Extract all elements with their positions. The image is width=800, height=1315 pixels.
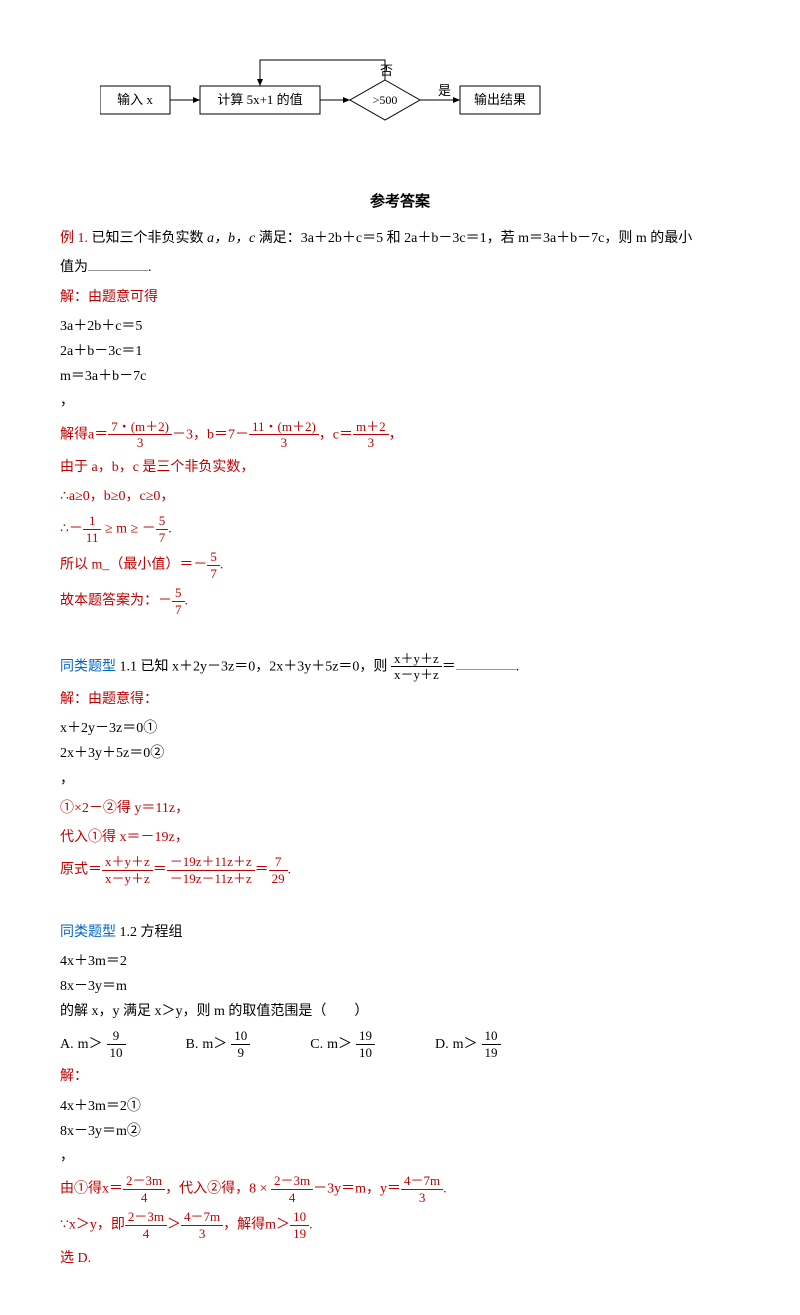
ex1-stem: 例 1. 已知三个非负实数 a，b，c 满足：3a＋2b＋c＝5 和 2a＋b－…	[60, 226, 740, 251]
ex1-sol2: 解得a＝7・(m＋2)3－3，b＝7－11・(m＋2)3，c＝m＋23，	[60, 419, 740, 451]
p11-sol2: ①×2－②得 y＝11z，	[60, 796, 740, 821]
edge-yes: 是	[438, 83, 451, 98]
answer-title: 参考答案	[60, 189, 740, 216]
p12-options: A. m＞910 B. m＞109 C. m＞1910 D. m＞1019	[60, 1028, 740, 1060]
p11-sol3: 代入①得 x＝－19z，	[60, 825, 740, 850]
p12-sol3: ∵x＞y，即2－3m4＞4－7m3，解得m＞1019.	[60, 1209, 740, 1241]
p11-sol4: 原式＝x＋y＋zx－y＋z＝－19z＋11z＋z－19z－11z＋z＝729.	[60, 854, 740, 886]
p11-stem: 同类题型 1.1 已知 x＋2y－3z＝0，2x＋3y＋5z＝0，则 x＋y＋z…	[60, 651, 740, 683]
ex1-sol6: 所以 m_（最小值）＝－57.	[60, 549, 740, 581]
ex1-sol3: 由于 a，b，c 是三个非负实数，	[60, 455, 740, 480]
flowchart-svg: 输入 x 计算 5x+1 的值 >500 输出结果 是 否	[100, 50, 550, 140]
p12-sol1: 解：	[60, 1064, 740, 1089]
p12-sol2: 由①得x＝2－3m4，代入②得，8 × 2－3m4－3y＝m，y＝4－7m3.	[60, 1173, 740, 1205]
p11-sol1: 解：由题意得：	[60, 687, 740, 712]
node-output: 输出结果	[474, 92, 526, 107]
ex1-label: 例 1.	[60, 231, 88, 246]
ex1-sol1: 解：由题意可得	[60, 285, 740, 310]
node-decision: >500	[373, 93, 398, 107]
ex1-sol4: ∴a≥0，b≥0，c≥0，	[60, 484, 740, 509]
flowchart: 输入 x 计算 5x+1 的值 >500 输出结果 是 否	[100, 50, 740, 149]
node-calc: 计算 5x+1 的值	[217, 92, 302, 107]
p12-stem: 同类题型 1.2 方程组	[60, 920, 740, 945]
ex1-sol7: 故本题答案为：－57.	[60, 585, 740, 617]
node-input: 输入 x	[117, 92, 153, 107]
ex1-stem2: 值为.	[60, 255, 740, 280]
ex1-sol5: ∴－111 ≥ m ≥ －57.	[60, 513, 740, 545]
p12-sol4: 选 D.	[60, 1246, 740, 1271]
edge-no: 否	[380, 63, 393, 78]
